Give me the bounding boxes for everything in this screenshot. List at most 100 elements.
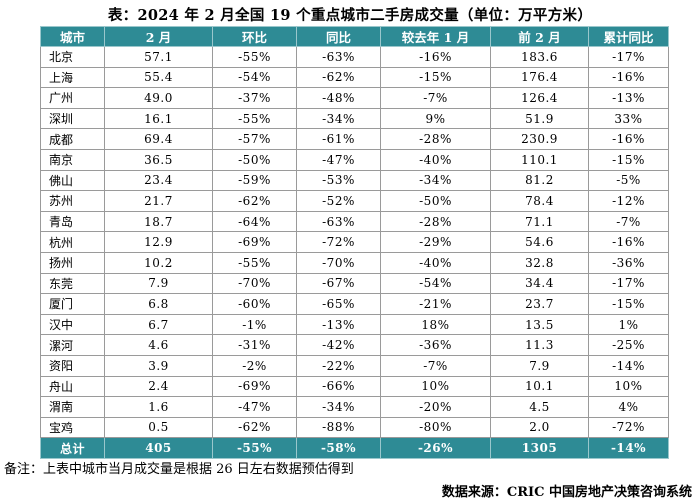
value-cell: -12%: [588, 190, 669, 212]
table-row: 杭州 12.9 -69% -72% -29% 54.6 -16%: [40, 231, 669, 253]
value-cell: 11.3: [490, 334, 589, 356]
value-cell: -7%: [380, 354, 491, 377]
value-cell: 21.7: [104, 190, 213, 212]
city-cell: 苏州: [40, 190, 105, 212]
value-cell: -69%: [212, 231, 297, 253]
value-cell: -64%: [212, 210, 297, 233]
table-row: 青岛 18.7 -64% -63% -28% 71.1 -7%: [40, 210, 669, 233]
value-cell: 405: [104, 437, 213, 459]
table-title: 表：2024 年 2 月全国 19 个重点城市二手房成交量（单位：万平方米）: [107, 7, 593, 24]
value-cell: -63%: [296, 46, 381, 68]
city-cell: 青岛: [40, 210, 105, 233]
city-cell: 南京: [40, 148, 105, 171]
value-cell: 12.9: [104, 231, 213, 253]
city-cell: 厦门: [40, 293, 105, 315]
value-cell: 3.9: [104, 354, 213, 377]
value-cell: -20%: [380, 396, 491, 418]
value-cell: -58%: [296, 437, 381, 459]
value-cell: 10.1: [490, 375, 589, 398]
value-cell: -7%: [380, 87, 491, 109]
table-row: 漯河 4.6 -31% -42% -36% 11.3 -25%: [40, 334, 669, 356]
city-cell: 成都: [40, 128, 105, 150]
value-cell: -61%: [296, 128, 381, 150]
value-cell: 6.7: [104, 313, 213, 336]
value-cell: 9%: [380, 107, 491, 130]
value-cell: -25%: [588, 334, 669, 356]
value-cell: 51.9: [490, 107, 589, 130]
value-cell: -70%: [212, 272, 297, 295]
city-cell: 扬州: [40, 251, 105, 274]
table-row: 广州 49.0 -37% -48% -7% 126.4 -13%: [40, 87, 669, 109]
city-cell: 漯河: [40, 334, 105, 356]
total-row: 总计 405 -55% -58% -26% 1305 -14%: [40, 437, 669, 459]
value-cell: -72%: [296, 231, 381, 253]
value-cell: 36.5: [104, 148, 213, 171]
value-cell: 69.4: [104, 128, 213, 150]
value-cell: -55%: [212, 107, 297, 130]
table-row: 苏州 21.7 -62% -52% -50% 78.4 -12%: [40, 190, 669, 212]
table-row: 上海 55.4 -54% -62% -15% 176.4 -16%: [40, 66, 669, 89]
value-cell: -31%: [212, 334, 297, 356]
value-cell: -22%: [296, 354, 381, 377]
value-cell: 54.6: [490, 231, 589, 253]
value-cell: 23.7: [490, 293, 589, 315]
header-row: 城市 2 月 环比 同比 较去年 1 月 前 2 月 累计同比: [40, 26, 669, 47]
city-cell: 总计: [40, 437, 105, 459]
table-row: 扬州 10.2 -55% -70% -40% 32.8 -36%: [40, 251, 669, 274]
value-cell: -16%: [380, 46, 491, 68]
value-cell: 34.4: [490, 272, 589, 295]
value-cell: -34%: [296, 107, 381, 130]
value-cell: -69%: [212, 375, 297, 398]
table-row: 汉中 6.7 -1% -13% 18% 13.5 1%: [40, 313, 669, 336]
value-cell: 1.6: [104, 396, 213, 418]
value-cell: -62%: [212, 190, 297, 212]
city-cell: 佛山: [40, 169, 105, 192]
value-cell: 6.8: [104, 293, 213, 315]
value-cell: 176.4: [490, 66, 589, 89]
table-row: 厦门 6.8 -60% -65% -21% 23.7 -15%: [40, 293, 669, 315]
value-cell: -34%: [296, 396, 381, 418]
column-header: 前 2 月: [490, 26, 589, 47]
column-header: 环比: [212, 26, 297, 47]
table-row: 北京 57.1 -55% -63% -16% 183.6 -17%: [40, 46, 669, 68]
value-cell: -52%: [296, 190, 381, 212]
value-cell: -1%: [212, 313, 297, 336]
value-cell: 81.2: [490, 169, 589, 192]
city-cell: 东莞: [40, 272, 105, 295]
city-cell: 杭州: [40, 231, 105, 253]
value-cell: -7%: [588, 210, 669, 233]
value-cell: -67%: [296, 272, 381, 295]
value-cell: 57.1: [104, 46, 213, 68]
value-cell: -54%: [212, 66, 297, 89]
city-cell: 深圳: [40, 107, 105, 130]
column-header: 累计同比: [588, 26, 669, 47]
column-header: 城市: [40, 26, 105, 47]
value-cell: 18.7: [104, 210, 213, 233]
value-cell: 10%: [588, 375, 669, 398]
value-cell: 183.6: [490, 46, 589, 68]
value-cell: -60%: [212, 293, 297, 315]
value-cell: 4.5: [490, 396, 589, 418]
value-cell: -21%: [380, 293, 491, 315]
value-cell: -80%: [380, 416, 491, 439]
value-cell: 230.9: [490, 128, 589, 150]
table-body: 北京 57.1 -55% -63% -16% 183.6 -17% 上海 55.4 -54% -62…: [40, 46, 669, 459]
value-cell: -15%: [380, 66, 491, 89]
value-cell: -29%: [380, 231, 491, 253]
value-cell: 16.1: [104, 107, 213, 130]
value-cell: 71.1: [490, 210, 589, 233]
table-row: 舟山 2.4 -69% -66% 10% 10.1 10%: [40, 375, 669, 398]
value-cell: -5%: [588, 169, 669, 192]
value-cell: 2.0: [490, 416, 589, 439]
value-cell: -53%: [296, 169, 381, 192]
data-source: 数据来源：CRIC 中国房地产决策咨询系统: [441, 485, 692, 500]
value-cell: -36%: [380, 334, 491, 356]
value-cell: 126.4: [490, 87, 589, 109]
value-cell: -17%: [588, 272, 669, 295]
value-cell: -59%: [212, 169, 297, 192]
value-cell: 13.5: [490, 313, 589, 336]
city-cell: 广州: [40, 87, 105, 109]
value-cell: 0.5: [104, 416, 213, 439]
column-header: 较去年 1 月: [380, 26, 491, 47]
value-cell: 2.4: [104, 375, 213, 398]
